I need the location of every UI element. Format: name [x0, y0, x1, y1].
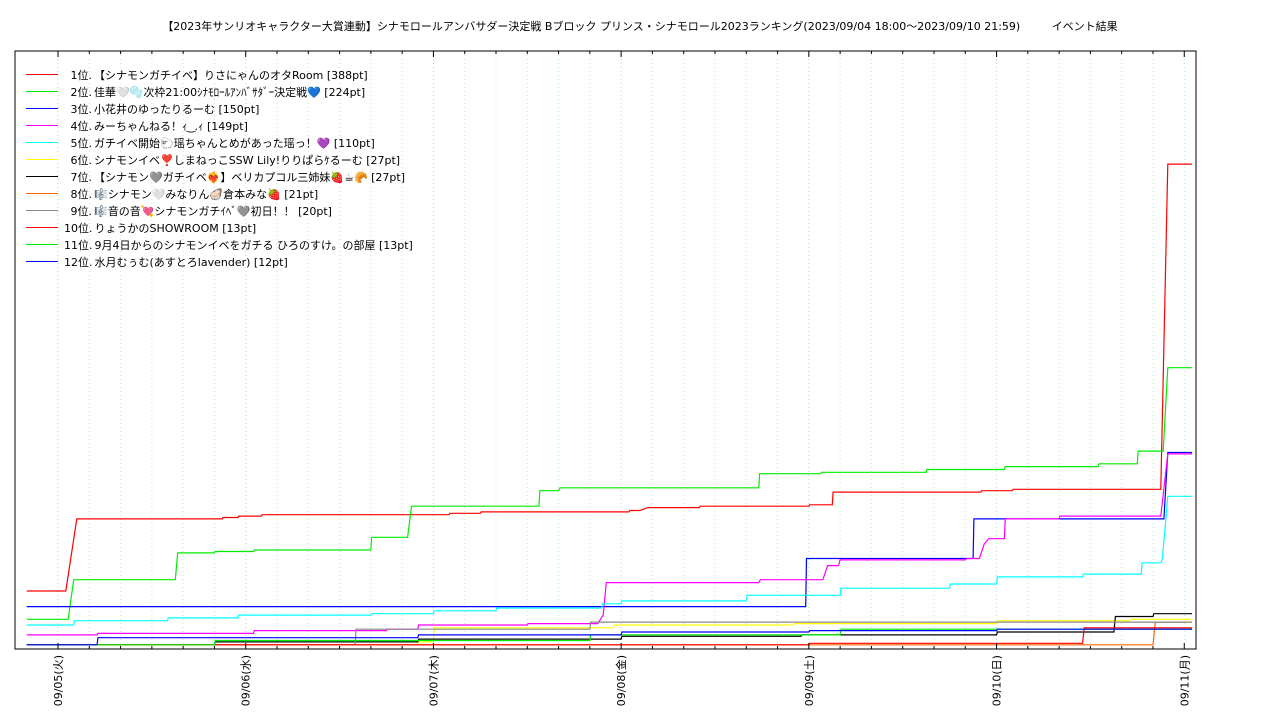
legend-rank: 12位.	[64, 255, 93, 269]
legend-item: 7位. 【シナモン🩶ガチイベ❤️‍🔥】ベリカプコル三姉妹🍓☕🥐 [27pt]	[26, 168, 413, 185]
legend-item: 11位. 9月4日からのシナモンイベをガチる ひろのすけ。の部屋 [13pt]	[26, 236, 413, 253]
x-tick-label: 09/07(木)	[427, 655, 440, 706]
x-tick-label: 09/08(金)	[614, 655, 628, 706]
legend-label: ガチイベ開始🐑瑶ちゃんとめがあった瑶っ！💜 [110pt]	[94, 136, 375, 150]
legend-label: 小花井のゆったりるーむ [150pt]	[94, 102, 260, 116]
plot-frame	[14, 50, 1197, 650]
legend-swatch	[26, 74, 58, 75]
x-tick-label: 09/06(水)	[240, 655, 253, 706]
legend-swatch	[26, 210, 58, 211]
legend-rank: 2位.	[70, 85, 93, 99]
legend-rank: 3位.	[70, 102, 93, 116]
series-line-3	[26, 451, 1193, 608]
chart-legend: 1位. 【シナモンガチイベ】りさにゃんのオタRoom [388pt] 2位. 佳華🤍🫧…	[26, 66, 413, 270]
legend-item: 8位. 🎼シナモン🤍みなりん🦪倉本みな🍓 [21pt]	[26, 185, 413, 202]
series-line-2	[26, 367, 1193, 620]
legend-item: 4位. みーちゃんねる！ｨ ͜ .ｨ [149pt]	[26, 117, 413, 134]
legend-label: 【シナモンガチイベ】りさにゃんのオタRoom [388pt]	[94, 68, 368, 82]
legend-swatch	[26, 91, 58, 92]
legend-rank: 6位.	[70, 153, 93, 167]
legend-item: 9位. 🎼音の音💘シナモンガチｲﾍﾞ🩶初日！！ [20pt]	[26, 202, 413, 219]
x-tick-label: 09/09(土)	[803, 655, 816, 706]
legend-label: 🎼音の音💘シナモンガチｲﾍﾞ🩶初日！！ [20pt]	[94, 204, 332, 218]
legend-rank: 10位.	[64, 221, 93, 235]
x-tick-label: 09/05(火)	[52, 655, 65, 706]
legend-rank: 8位.	[70, 187, 93, 201]
legend-rank: 1位.	[70, 68, 93, 82]
legend-rank: 11位.	[64, 238, 93, 252]
series-line-4	[26, 453, 1193, 636]
series-line-6	[26, 618, 1193, 646]
legend-rank: 9位.	[70, 204, 93, 218]
series-line-12	[26, 628, 1193, 646]
legend-rank: 4位.	[70, 119, 93, 133]
legend-rank: 5位.	[70, 136, 93, 150]
chart-title-row: 【2023年サンリオキャラクター大賞連動】シナモロールアンバサダー決定戦 Bブロ…	[0, 18, 1280, 34]
legend-label: 水月むぅむ(あすとろlavender) [12pt]	[94, 255, 288, 269]
series-line-7	[26, 613, 1193, 646]
x-tick-label: 09/10(日)	[991, 655, 1004, 706]
legend-label: 🎼シナモン🤍みなりん🦪倉本みな🍓 [21pt]	[94, 187, 319, 201]
legend-swatch	[26, 193, 58, 194]
legend-swatch	[26, 227, 58, 228]
legend-item: 3位. 小花井のゆったりるーむ [150pt]	[26, 100, 413, 117]
legend-item: 12位. 水月むぅむ(あすとろlavender) [12pt]	[26, 253, 413, 270]
legend-label: シナモンイベ❣️しまねっこSSW Lily!りりぱらｹるーむ [27pt]	[94, 153, 401, 167]
legend-swatch	[26, 176, 58, 177]
x-tick-label: 09/11(月)	[1178, 655, 1191, 706]
legend-label: 9月4日からのシナモンイベをガチる ひろのすけ。の部屋 [13pt]	[94, 238, 413, 252]
legend-rank: 7位.	[70, 170, 93, 184]
legend-item: 10位. りょうかのSHOWROOM [13pt]	[26, 219, 413, 236]
legend-swatch	[26, 261, 58, 262]
legend-label: 【シナモン🩶ガチイベ❤️‍🔥】ベリカプコル三姉妹🍓☕🥐 [27pt]	[94, 170, 406, 184]
legend-item: 1位. 【シナモンガチイベ】りさにゃんのオタRoom [388pt]	[26, 66, 413, 83]
series-line-1	[26, 163, 1193, 592]
legend-swatch	[26, 142, 58, 143]
series-line-5	[26, 495, 1193, 626]
series-line-10	[26, 627, 1193, 646]
event-status-label: イベント結果	[1051, 20, 1118, 33]
legend-label: りょうかのSHOWROOM [13pt]	[94, 221, 257, 235]
legend-label: みーちゃんねる！ｨ ͜ .ｨ [149pt]	[94, 119, 248, 133]
legend-swatch	[26, 125, 58, 126]
legend-swatch	[26, 159, 58, 160]
chart-title: 【2023年サンリオキャラクター大賞連動】シナモロールアンバサダー決定戦 Bブロ…	[162, 20, 1021, 33]
legend-item: 5位. ガチイベ開始🐑瑶ちゃんとめがあった瑶っ！💜 [110pt]	[26, 134, 413, 151]
legend-swatch	[26, 244, 58, 245]
legend-item: 2位. 佳華🤍🫧次枠21:00ｼﾅﾓﾛｰﾙｱﾝﾊﾞｻﾀﾞｰ決定戦💙 [224pt]	[26, 83, 413, 100]
legend-item: 6位. シナモンイベ❣️しまねっこSSW Lily!りりぱらｹるーむ [27pt]	[26, 151, 413, 168]
legend-swatch	[26, 108, 58, 109]
legend-label: 佳華🤍🫧次枠21:00ｼﾅﾓﾛｰﾙｱﾝﾊﾞｻﾀﾞｰ決定戦💙 [224pt]	[94, 85, 366, 99]
